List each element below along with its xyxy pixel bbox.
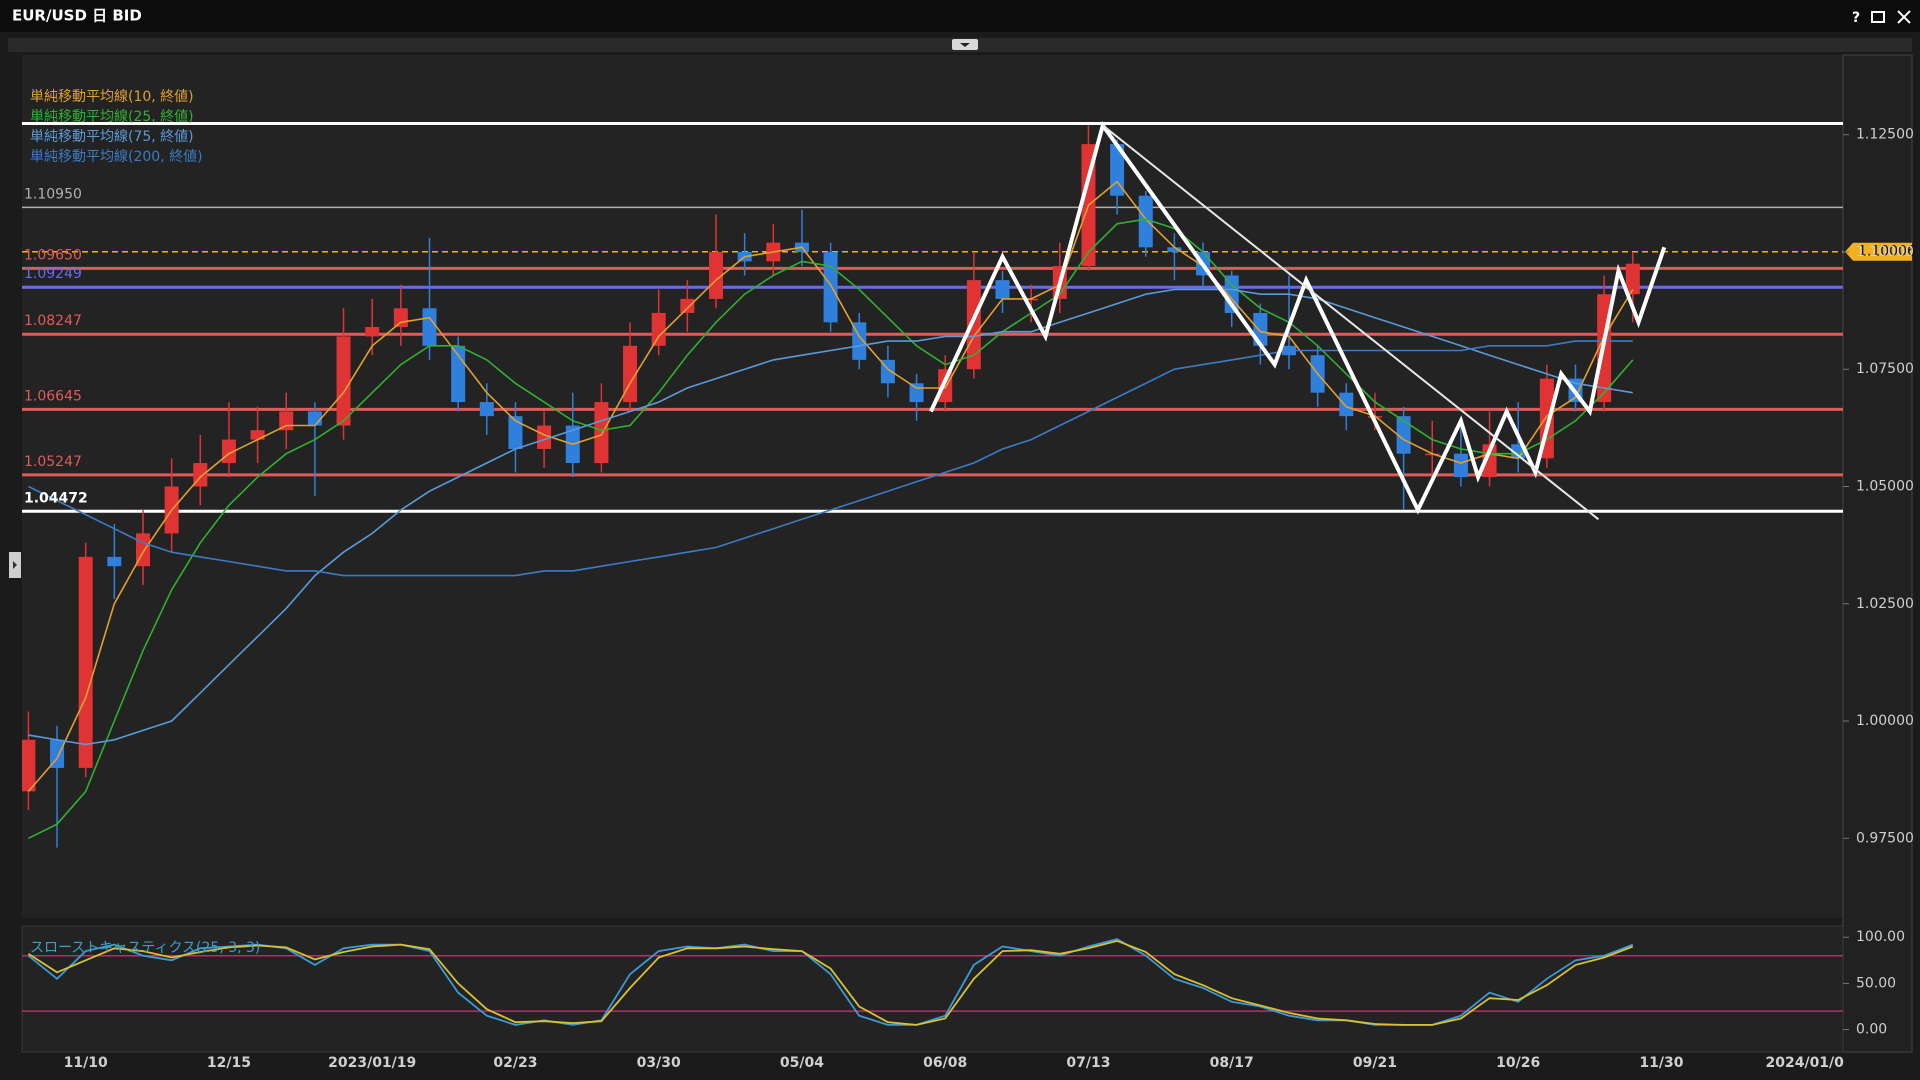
maximize-button[interactable] [1871,11,1885,23]
stochastic-title: スローストキャスティクス(25, 3, 3) [30,940,260,956]
candle-body [50,739,65,768]
candle-body [1110,144,1125,196]
moving-average-line [28,340,1633,577]
current-price-tag [1845,242,1912,261]
x-tick-label: 12/15 [207,1055,251,1071]
y-tick-label: 100.00 [1856,929,1905,945]
level-label: 1.10950 [24,186,82,202]
y-tick-label: 0.00 [1856,1022,1887,1038]
level-label: 1.04472 [24,490,88,506]
candle-body [680,298,695,313]
x-tick-label: 11/10 [64,1055,108,1071]
candle-body [107,556,122,567]
x-tick-label: 09/21 [1353,1055,1397,1071]
main-layer [22,120,1843,848]
x-tick-label: 11/30 [1639,1055,1683,1071]
candle-body [22,739,36,792]
level-label: 1.05247 [24,454,82,470]
candle-body [823,251,838,323]
current-price-label: 1.10006 [1858,244,1916,260]
stochastic-layer [22,938,1843,1026]
legend-entry: 単純移動平均線(200, 終値) [30,149,203,165]
x-tick-label: 03/30 [637,1055,681,1071]
candle-body [365,327,380,337]
candle-body [307,411,322,426]
price-axis-area [1842,54,1913,1053]
candle-body [336,336,351,426]
candle-body [537,425,552,449]
candle-body [78,556,93,768]
window-title: EUR/USD 日 BID [12,7,142,25]
candle-body [422,308,437,346]
candle-body [393,308,408,328]
candle-body [651,312,666,346]
drawn-annotation [1102,124,1600,521]
collapse-arrow [960,43,970,47]
moving-average-line [27,180,1634,792]
help-button[interactable]: ? [1852,10,1860,26]
moving-average-line [28,218,1634,840]
x-tick-label: 05/04 [780,1055,824,1071]
candle-body [1453,453,1468,478]
candle-body [1138,195,1153,248]
x-tick-label: 10/26 [1496,1055,1540,1071]
candle-body [250,430,265,440]
x-tick-label: 06/08 [923,1055,967,1071]
moving-average-line [28,288,1633,746]
overlay-layer: 1.10950 1.09650 1.09249 1.08247 1.06645 1.052… [24,89,1916,1071]
x-tick-label: 08/17 [1210,1055,1254,1071]
x-tick-label: 02/23 [493,1055,537,1071]
y-tick-label: 0.97500 [1856,830,1914,846]
side-toggle-arrow [13,561,17,569]
x-tick-label: 07/13 [1066,1055,1110,1071]
level-label: 1.06645 [24,388,82,404]
level-label: 1.08247 [24,313,82,329]
y-tick-label: 1.05000 [1856,479,1914,495]
y-tick-label: 1.00000 [1856,713,1914,729]
level-label: 1.09650 [24,247,82,263]
legend-entry: 単純移動平均線(75, 終値) [30,129,194,145]
level-label: 1.09249 [24,266,82,282]
legend-entry: 単純移動平均線(10, 終値) [30,89,194,105]
candle-body [508,416,523,449]
stochastic-line [27,939,1634,1026]
legend-entry: 単純移動平均線(25, 終値) [30,109,194,125]
candle-body [479,402,494,417]
drawn-annotation [929,120,1667,515]
candle-body [1339,392,1354,417]
candle-body [909,383,924,403]
candle-body [966,280,981,370]
candle-body [1396,416,1411,454]
candle-body [1625,263,1640,295]
main-plot-area [22,55,1843,918]
candle-body [995,280,1010,299]
candle-body [1167,247,1182,252]
candle-body [709,251,723,299]
y-tick-label: 1.10000 [1856,244,1914,260]
candle-body [594,402,609,464]
close-button[interactable] [1897,10,1911,24]
y-tick-label: 1.12500 [1856,127,1914,143]
y-tick-label: 1.07500 [1856,361,1914,377]
x-tick-label: 2024/01/0 [1765,1055,1844,1071]
y-tick-label: 1.02500 [1856,596,1914,612]
y-tick-label: 50.00 [1856,975,1896,991]
title-bar [0,0,1920,32]
stochastic-plot-area [21,925,1844,1053]
x-tick-label: 2023/01/19 [328,1055,416,1071]
